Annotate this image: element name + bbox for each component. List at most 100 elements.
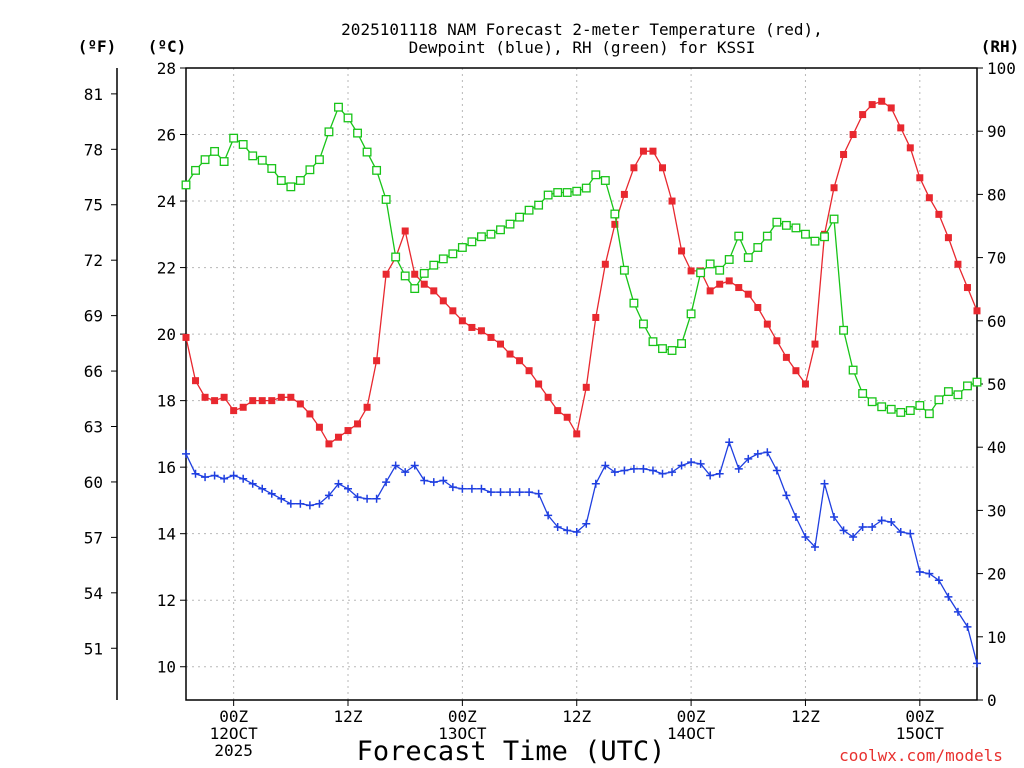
rh-point xyxy=(486,229,496,239)
x-tick-label: 12Z xyxy=(562,707,591,726)
temperature-point xyxy=(496,340,504,348)
dewpoint-point xyxy=(315,499,324,508)
dewpoint-point xyxy=(563,526,572,535)
temperature-point xyxy=(792,367,800,375)
rh-point xyxy=(229,133,239,143)
rh-point xyxy=(353,128,362,138)
dewpoint-point xyxy=(486,488,495,497)
temperature-point xyxy=(935,210,943,218)
rh-series xyxy=(181,102,982,419)
rh-point xyxy=(267,164,277,173)
rh-point xyxy=(896,407,906,417)
dewpoint-point xyxy=(296,499,305,508)
rh-point xyxy=(810,236,820,246)
rh-point xyxy=(572,186,582,196)
dewpoint-point xyxy=(201,473,210,482)
dewpoint-point xyxy=(839,526,848,535)
rh-point xyxy=(648,337,658,347)
dewpoint-point xyxy=(210,471,219,480)
rh-point xyxy=(667,346,677,355)
dewpoint-point xyxy=(801,533,810,542)
dewpoint-point xyxy=(725,438,734,447)
dewpoint-point xyxy=(544,511,553,520)
rh-point xyxy=(534,200,544,210)
temperature-point xyxy=(639,147,647,155)
rh-point xyxy=(801,229,810,239)
rh-tick-label: 10 xyxy=(987,628,1006,647)
dewpoint-point xyxy=(582,519,591,528)
temperature-point xyxy=(211,397,219,405)
dewpoint-point xyxy=(401,468,410,477)
dewpoint-point xyxy=(458,484,467,493)
temperature-point xyxy=(897,124,905,132)
celsius-tick-label: 12 xyxy=(157,591,176,610)
celsius-tick-label: 14 xyxy=(157,525,176,544)
rh-point xyxy=(200,155,210,165)
rh-point xyxy=(314,155,324,165)
temperature-point xyxy=(220,393,228,401)
fahrenheit-tick-label: 57 xyxy=(84,528,103,547)
rh-point xyxy=(638,319,648,329)
rh-point xyxy=(400,271,410,281)
fahrenheit-tick-label: 81 xyxy=(84,85,103,104)
dewpoint-point xyxy=(305,501,314,510)
temperature-point xyxy=(973,307,981,315)
temperature-point xyxy=(859,111,867,119)
dewpoint-point xyxy=(610,468,619,477)
dewpoint-point xyxy=(477,484,486,493)
dewpoint-point xyxy=(267,489,276,498)
rh-point xyxy=(877,402,887,412)
temperature-point xyxy=(887,104,895,112)
temperature-point xyxy=(201,393,209,401)
rh-point xyxy=(753,243,763,252)
rh-point xyxy=(629,298,639,308)
temperature-point xyxy=(239,403,247,411)
rh-point xyxy=(457,243,467,252)
rh-point xyxy=(257,155,267,165)
dewpoint-point xyxy=(448,483,457,492)
rh-point xyxy=(343,113,353,123)
temperature-point xyxy=(430,287,438,295)
chart-title-line-1: 2025101118 NAM Forecast 2-meter Temperat… xyxy=(341,20,823,39)
dewpoint-point xyxy=(601,461,610,470)
temperature-point xyxy=(325,440,333,448)
rh-point xyxy=(686,309,696,319)
temperature-point xyxy=(811,340,819,348)
dewpoint-point xyxy=(934,576,943,585)
temperature-point xyxy=(744,290,752,298)
rh-point xyxy=(476,232,486,242)
rh-point xyxy=(372,165,382,175)
temperature-point xyxy=(601,260,609,268)
dewpoint-point xyxy=(363,494,372,503)
dewpoint-point xyxy=(753,449,762,458)
rh-point xyxy=(867,397,877,407)
rh-point xyxy=(781,220,791,230)
x-tick-label: 13OCT xyxy=(438,724,487,743)
x-tick-label: 00Z xyxy=(905,707,934,726)
temperature-point xyxy=(477,327,485,335)
rh-point xyxy=(734,231,744,241)
temperature-point xyxy=(925,194,933,202)
temperature-point xyxy=(763,320,771,328)
rh-point xyxy=(505,219,515,229)
dewpoint-point xyxy=(467,484,476,493)
fahrenheit-tick-label: 54 xyxy=(84,584,103,603)
temperature-point xyxy=(439,297,447,305)
axis-ticks: 10 12 14 16 18 20 22 24 26 28 51 54 57 60 63 66 69 72 75 78… xyxy=(84,59,1016,760)
celsius-tick-label: 20 xyxy=(157,325,176,344)
temperature-point xyxy=(659,164,667,172)
rh-point xyxy=(419,268,429,278)
rh-point xyxy=(210,146,220,156)
temperature-point xyxy=(563,413,571,421)
dewpoint-point xyxy=(820,479,829,488)
temperature-point xyxy=(868,101,876,109)
dewpoint-point xyxy=(515,488,524,497)
dewpoint-point xyxy=(525,488,534,497)
dewpoint-point xyxy=(696,459,705,468)
dewpoint-point xyxy=(772,466,781,475)
dewpoint-point xyxy=(915,567,924,576)
dewpoint-point xyxy=(229,471,238,480)
rh-point xyxy=(496,225,505,235)
rh-point xyxy=(238,140,248,149)
rh-point xyxy=(943,387,953,397)
